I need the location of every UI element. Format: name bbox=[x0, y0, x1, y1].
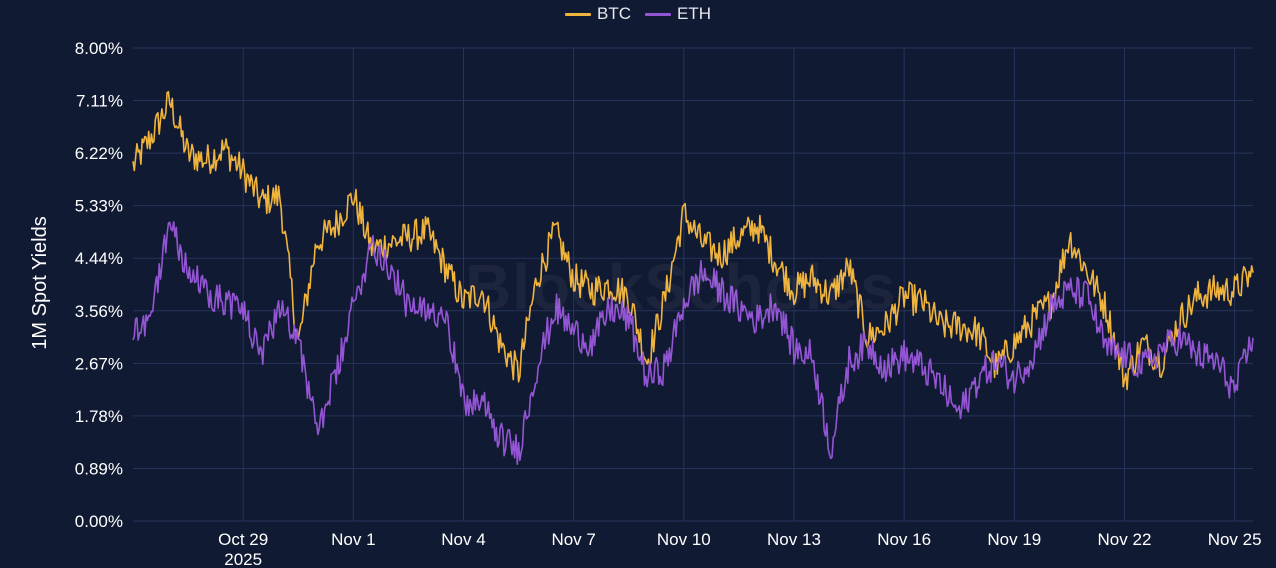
series-line-btc bbox=[132, 90, 1254, 391]
legend[interactable]: BTC ETH bbox=[0, 3, 1276, 25]
x-tick-label: Nov 22 bbox=[1098, 530, 1152, 549]
x-tick-label: Nov 7 bbox=[551, 530, 595, 549]
y-tick-label: 2.67% bbox=[75, 354, 123, 373]
series-lines bbox=[132, 90, 1254, 465]
x-tick-label: Oct 29 bbox=[218, 530, 268, 549]
y-tick-label: 0.89% bbox=[75, 459, 123, 478]
x-tick-label: Nov 1 bbox=[331, 530, 375, 549]
legend-label-btc: BTC bbox=[597, 4, 631, 23]
legend-item-btc[interactable]: BTC bbox=[565, 4, 631, 24]
x-tick-label: Nov 13 bbox=[767, 530, 821, 549]
watermark: BlockScholes bbox=[465, 251, 897, 323]
x-tick-label: Nov 16 bbox=[877, 530, 931, 549]
legend-swatch-eth bbox=[645, 12, 671, 16]
y-tick-label: 4.44% bbox=[75, 249, 123, 268]
series-line-eth bbox=[132, 221, 1254, 465]
x-tick-label: Nov 4 bbox=[441, 530, 485, 549]
y-tick-label: 3.56% bbox=[75, 302, 123, 321]
legend-swatch-btc bbox=[565, 12, 591, 16]
y-axis-label: 1M Spot Yields bbox=[29, 216, 51, 349]
x-tick-label: Nov 19 bbox=[987, 530, 1041, 549]
x-tick-year-label: 2025 bbox=[224, 550, 262, 568]
y-tick-label: 6.22% bbox=[75, 144, 123, 163]
y-tick-label: 8.00% bbox=[75, 39, 123, 58]
y-tick-label: 5.33% bbox=[75, 197, 123, 216]
x-tick-label: Nov 10 bbox=[657, 530, 711, 549]
y-tick-label: 1.78% bbox=[75, 407, 123, 426]
y-tick-labels: 0.00% 0.89% 1.78% 2.67% 3.56% 4.44% 5.33% 6.22%… bbox=[75, 39, 123, 531]
y-tick-label: 7.11% bbox=[76, 92, 123, 111]
y-tick-label: 0.00% bbox=[75, 512, 123, 531]
legend-label-eth: ETH bbox=[677, 4, 711, 23]
x-tick-label: Nov 25 bbox=[1208, 530, 1262, 549]
legend-item-eth[interactable]: ETH bbox=[645, 4, 711, 24]
